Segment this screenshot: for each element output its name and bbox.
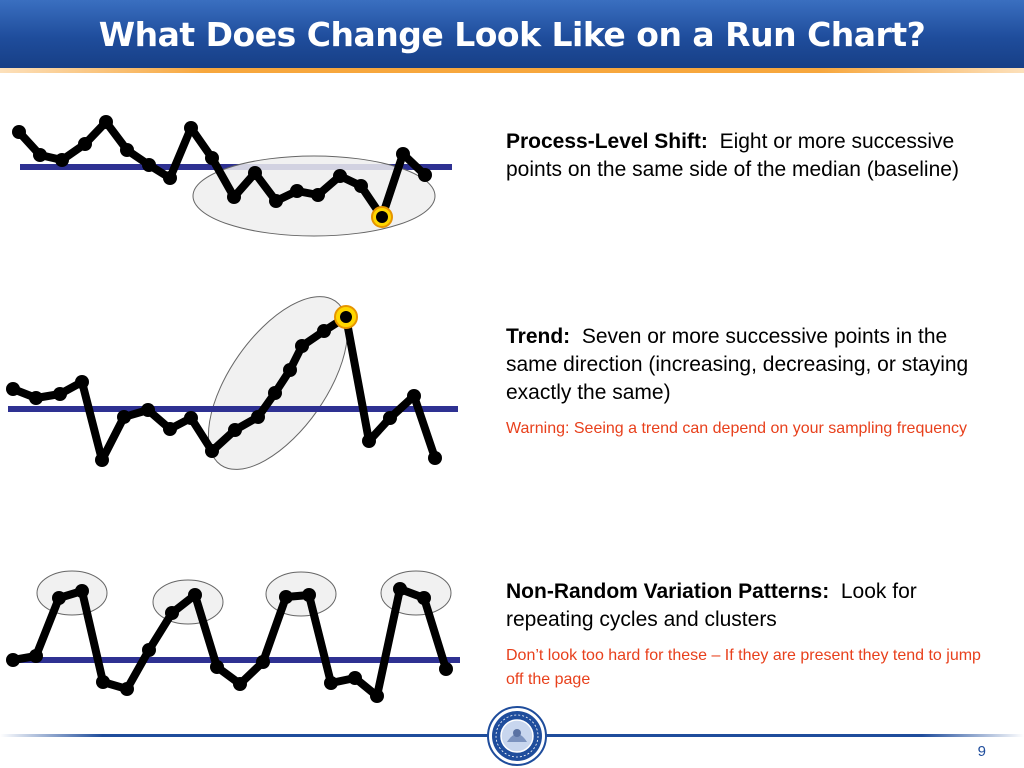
trend-warning: Warning: Seeing a trend can depend on yo… bbox=[506, 420, 968, 437]
shift-point bbox=[142, 158, 156, 172]
page-number: 9 bbox=[977, 743, 986, 760]
pattern-point bbox=[142, 643, 156, 657]
shift-description: Process-Level Shift: Eight or more succe… bbox=[506, 128, 991, 184]
trend-point bbox=[205, 444, 219, 458]
trend-point bbox=[383, 411, 397, 425]
trend-point bbox=[163, 422, 177, 436]
shift-point bbox=[376, 211, 388, 223]
shift-point bbox=[354, 179, 368, 193]
pattern-point bbox=[256, 655, 270, 669]
pattern-point bbox=[210, 660, 224, 674]
trend-point bbox=[251, 410, 265, 424]
shift-point bbox=[418, 168, 432, 182]
trend-point bbox=[184, 411, 198, 425]
pattern-point bbox=[348, 671, 362, 685]
trend-description: Trend: Seven or more successive points i… bbox=[506, 323, 991, 441]
pattern-body: Look for repeating cycles and clusters bbox=[506, 580, 917, 631]
shift-heading: Process-Level Shift: bbox=[506, 130, 708, 153]
shift-point bbox=[269, 194, 283, 208]
trend-point bbox=[95, 453, 109, 467]
shift-point bbox=[120, 143, 134, 157]
shift-point bbox=[205, 151, 219, 165]
auditor-seal-icon bbox=[487, 706, 547, 766]
slide-title: What Does Change Look Like on a Run Char… bbox=[98, 14, 926, 54]
pattern-point bbox=[165, 606, 179, 620]
shift-body: Eight or more successive points on the s… bbox=[506, 130, 959, 181]
pattern-description: Non-Random Variation Patterns: Look for … bbox=[506, 578, 991, 692]
pattern-point bbox=[75, 584, 89, 598]
pattern-point bbox=[417, 591, 431, 605]
pattern-point bbox=[29, 649, 43, 663]
shift-data-points bbox=[12, 115, 432, 228]
trend-point bbox=[228, 423, 242, 437]
trend-point bbox=[295, 339, 309, 353]
shift-point bbox=[248, 166, 262, 180]
shift-point bbox=[396, 147, 410, 161]
pattern-point bbox=[96, 675, 110, 689]
trend-point bbox=[6, 382, 20, 396]
shift-point bbox=[311, 188, 325, 202]
trend-point bbox=[340, 311, 352, 323]
shift-point bbox=[55, 153, 69, 167]
shift-point bbox=[12, 125, 26, 139]
pattern-heading: Non-Random Variation Patterns: bbox=[506, 580, 830, 603]
trend-data-points bbox=[6, 305, 442, 467]
shift-run-chart bbox=[12, 115, 452, 237]
trend-point bbox=[117, 410, 131, 424]
pattern-point bbox=[52, 591, 66, 605]
trend-point bbox=[141, 403, 155, 417]
pattern-point bbox=[393, 582, 407, 596]
shift-point bbox=[184, 121, 198, 135]
pattern-point bbox=[279, 590, 293, 604]
pattern-run-chart bbox=[6, 570, 460, 703]
pattern-warning: Don’t look too hard for these – If they … bbox=[506, 647, 981, 688]
pattern-point bbox=[439, 662, 453, 676]
trend-run-chart bbox=[6, 296, 458, 470]
trend-point bbox=[283, 363, 297, 377]
shift-point bbox=[33, 148, 47, 162]
shift-point bbox=[99, 115, 113, 129]
title-bar: What Does Change Look Like on a Run Char… bbox=[0, 0, 1024, 68]
title-accent-rule bbox=[0, 68, 1024, 73]
trend-point bbox=[75, 375, 89, 389]
trend-point bbox=[29, 391, 43, 405]
shift-point bbox=[333, 169, 347, 183]
pattern-point bbox=[6, 653, 20, 667]
pattern-point bbox=[120, 682, 134, 696]
trend-point bbox=[407, 389, 421, 403]
trend-body: Seven or more successive points in the s… bbox=[506, 325, 969, 404]
trend-point bbox=[428, 451, 442, 465]
trend-point bbox=[268, 386, 282, 400]
pattern-point bbox=[324, 676, 338, 690]
pattern-point bbox=[188, 588, 202, 602]
shift-point bbox=[78, 137, 92, 151]
shift-point bbox=[290, 184, 304, 198]
trend-heading: Trend: bbox=[506, 325, 571, 348]
pattern-data-points bbox=[6, 582, 453, 703]
pattern-point bbox=[233, 677, 247, 691]
pattern-point bbox=[302, 588, 316, 602]
trend-point bbox=[317, 324, 331, 338]
trend-point bbox=[362, 434, 376, 448]
shift-point bbox=[227, 190, 241, 204]
trend-point bbox=[53, 387, 67, 401]
shift-point bbox=[163, 171, 177, 185]
pattern-point bbox=[370, 689, 384, 703]
